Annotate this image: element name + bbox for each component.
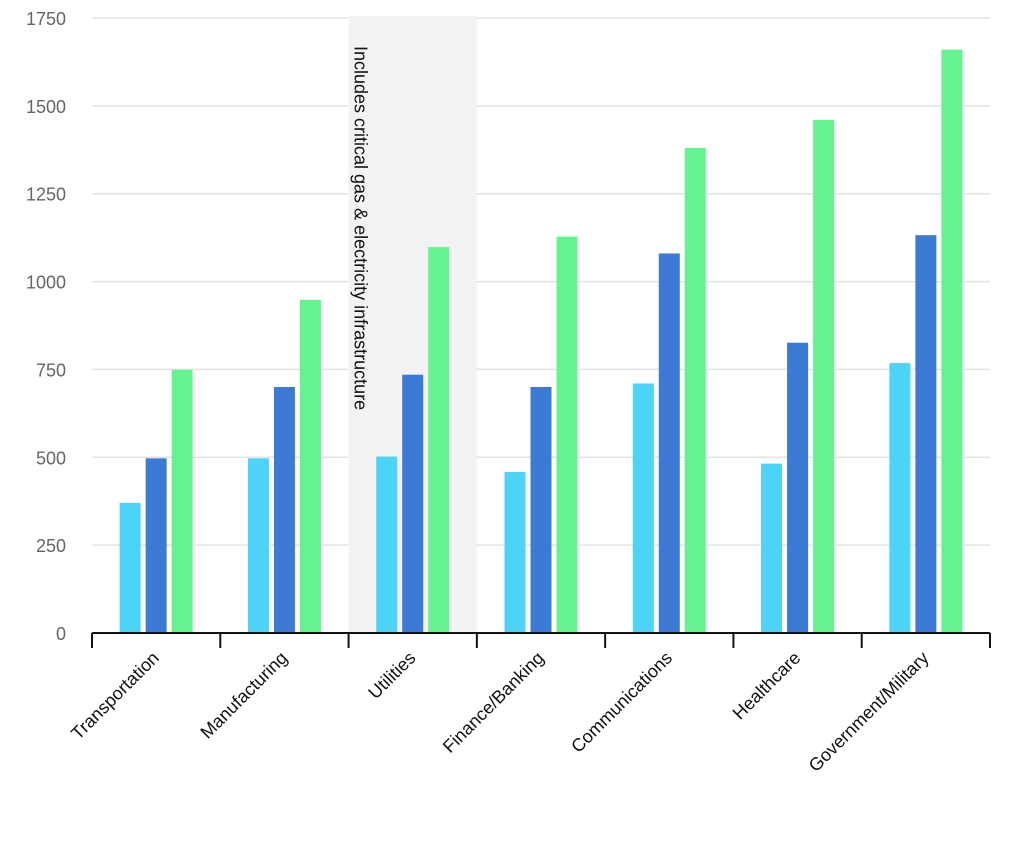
y-tick-label: 250 [36, 536, 66, 556]
bar [684, 148, 706, 633]
bars [119, 49, 963, 634]
x-tick-labels: Transportation Manufacturing Utilities Fina… [67, 648, 932, 776]
bar [556, 236, 578, 634]
x-tick-label: Transportation [67, 648, 163, 744]
bar [761, 463, 783, 633]
axes [91, 632, 991, 648]
x-tick-label: Government/Military [805, 648, 933, 776]
y-tick-label: 1000 [26, 273, 66, 293]
bar [376, 456, 398, 633]
bar [658, 253, 680, 633]
bar [632, 383, 654, 633]
bar [504, 472, 526, 633]
x-tick-label: Utilities [364, 648, 419, 703]
y-tick-label: 1750 [26, 9, 66, 29]
x-tick-label: Healthcare [729, 648, 805, 724]
bar [402, 374, 424, 633]
bar [171, 369, 193, 633]
x-tick-label: Communications [567, 648, 676, 757]
y-tick-labels: 0 250 500 750 1000 1250 1500 1750 [26, 9, 66, 644]
gridlines [92, 17, 990, 546]
bar [889, 363, 911, 633]
y-tick-label: 1500 [26, 97, 66, 117]
bar [915, 235, 937, 633]
x-tick-label: Finance/Banking [439, 648, 548, 757]
bar [530, 387, 552, 633]
y-tick-label: 500 [36, 448, 66, 468]
bar [247, 458, 269, 633]
bar [813, 119, 835, 633]
x-tick-label: Manufacturing [196, 648, 291, 743]
bar [273, 387, 295, 633]
bar [941, 49, 963, 634]
bar [145, 458, 167, 633]
y-tick-label: 750 [36, 360, 66, 380]
bar [119, 502, 141, 633]
y-tick-label: 1250 [26, 185, 66, 205]
annotation-label: Includes critical gas & electricity infr… [351, 46, 371, 410]
bar [787, 342, 809, 633]
bar [299, 299, 321, 633]
bar [428, 247, 450, 634]
y-tick-label: 0 [56, 624, 66, 644]
